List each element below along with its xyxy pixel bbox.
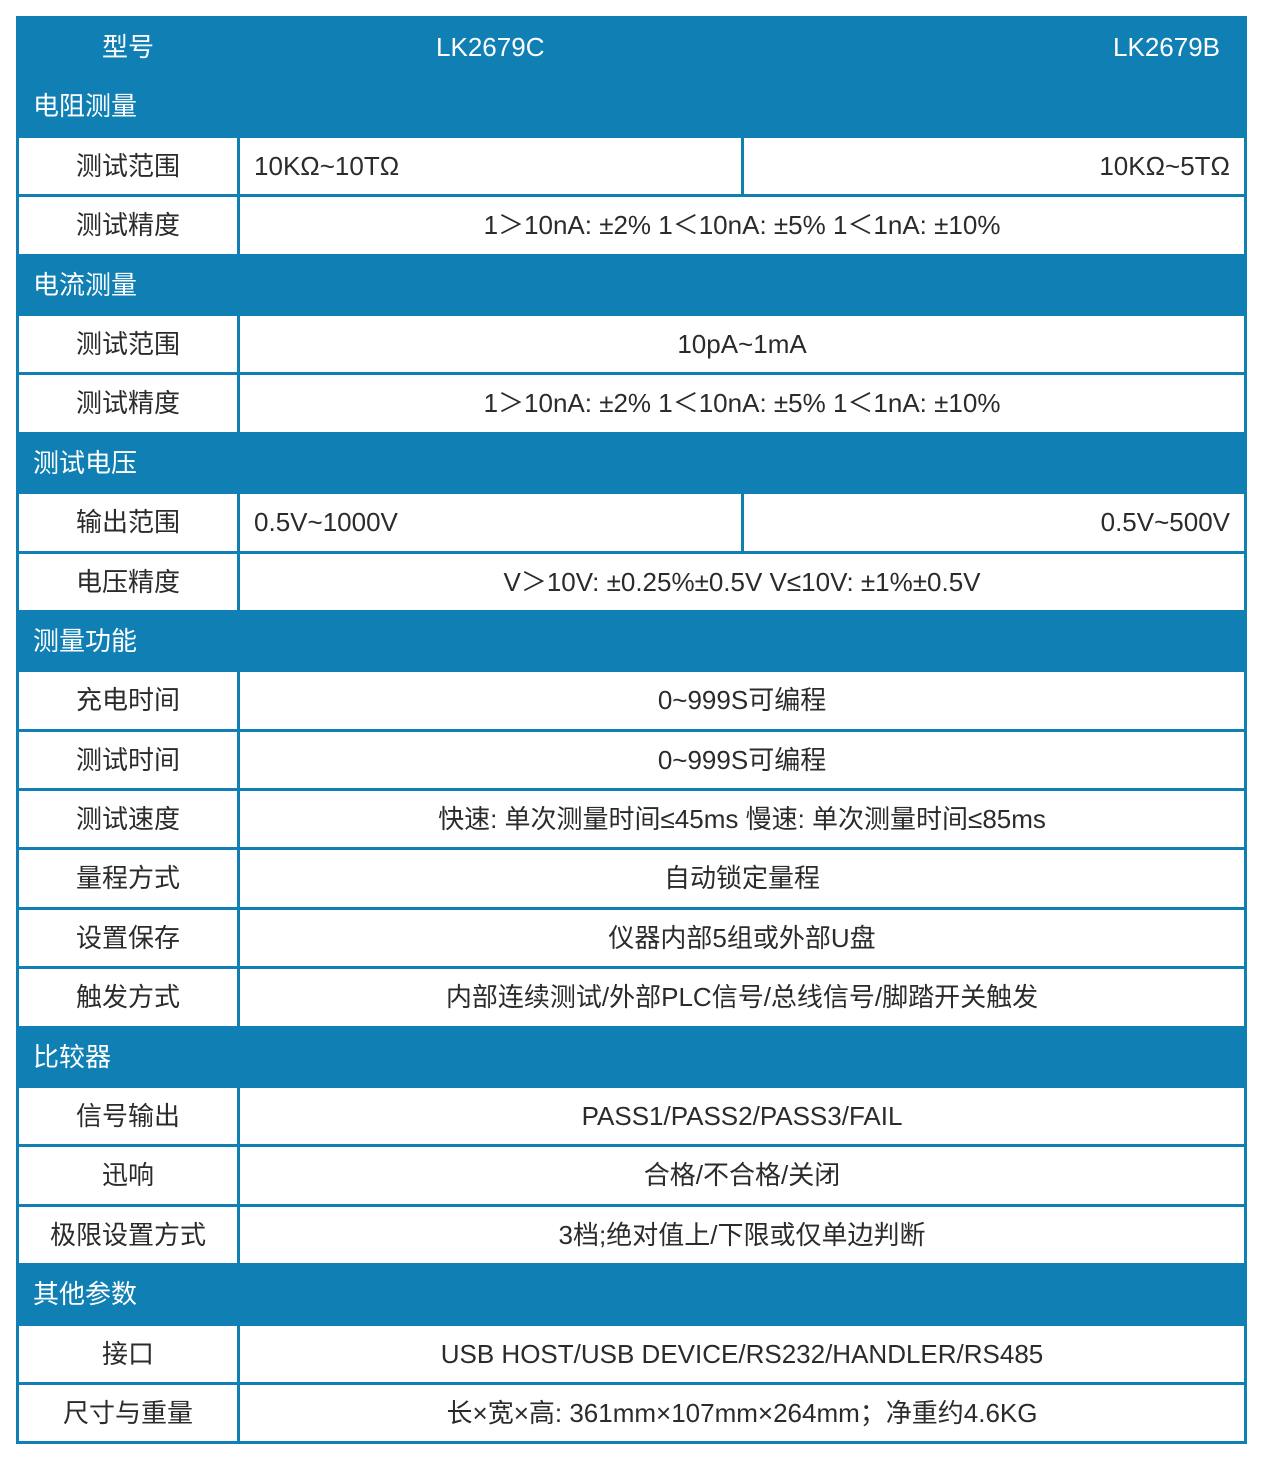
data-row: 充电时间0~999S可编程 [18, 671, 1246, 730]
data-row: 尺寸与重量长×宽×高: 361mm×107mm×264mm；净重约4.6KG [18, 1383, 1246, 1442]
row-value: 快速: 单次测量时间≤45ms 慢速: 单次测量时间≤85ms [239, 790, 1246, 849]
row-label: 尺寸与重量 [18, 1383, 239, 1442]
row-value-b: 0.5V~500V [742, 493, 1246, 552]
row-value: 1＞10nA: ±2% 1＜10nA: ±5% 1＜1nA: ±10% [239, 374, 1246, 433]
data-row: 电压精度V＞10V: ±0.25%±0.5V V≤10V: ±1%±0.5V [18, 552, 1246, 611]
row-label: 触发方式 [18, 968, 239, 1027]
header-model-c: LK2679C [239, 18, 742, 77]
section-row: 比较器 [18, 1027, 1246, 1086]
data-row: 极限设置方式3档;绝对值上/下限或仅单边判断 [18, 1205, 1246, 1264]
data-row: 接口USB HOST/USB DEVICE/RS232/HANDLER/RS48… [18, 1324, 1246, 1383]
data-row: 输出范围0.5V~1000V0.5V~500V [18, 493, 1246, 552]
data-row: 测试速度快速: 单次测量时间≤45ms 慢速: 单次测量时间≤85ms [18, 790, 1246, 849]
row-label: 测试速度 [18, 790, 239, 849]
data-row: 测试时间0~999S可编程 [18, 730, 1246, 789]
section-title: 其他参数 [18, 1265, 1246, 1324]
row-value: 合格/不合格/关闭 [239, 1146, 1246, 1205]
row-label: 充电时间 [18, 671, 239, 730]
data-row: 触发方式内部连续测试/外部PLC信号/总线信号/脚踏开关触发 [18, 968, 1246, 1027]
section-title: 测试电压 [18, 433, 1246, 492]
data-row: 测试范围10pA~1mA [18, 314, 1246, 373]
data-row: 设置保存仪器内部5组或外部U盘 [18, 908, 1246, 967]
section-row: 电阻测量 [18, 77, 1246, 136]
row-label: 测试范围 [18, 136, 239, 195]
row-label: 迅响 [18, 1146, 239, 1205]
row-value: 长×宽×高: 361mm×107mm×264mm；净重约4.6KG [239, 1383, 1246, 1442]
header-model-b: LK2679B [742, 18, 1246, 77]
data-row: 迅响合格/不合格/关闭 [18, 1146, 1246, 1205]
data-row: 测试精度1＞10nA: ±2% 1＜10nA: ±5% 1＜1nA: ±10% [18, 196, 1246, 255]
section-title: 比较器 [18, 1027, 1246, 1086]
row-label: 测试范围 [18, 314, 239, 373]
spec-table: 型号LK2679CLK2679B电阻测量测试范围10KΩ~10TΩ10KΩ~5T… [16, 16, 1247, 1444]
section-title: 测量功能 [18, 611, 1246, 670]
data-row: 测试范围10KΩ~10TΩ10KΩ~5TΩ [18, 136, 1246, 195]
row-label: 测试时间 [18, 730, 239, 789]
row-label: 量程方式 [18, 849, 239, 908]
row-value: 3档;绝对值上/下限或仅单边判断 [239, 1205, 1246, 1264]
row-label: 极限设置方式 [18, 1205, 239, 1264]
row-value: 仪器内部5组或外部U盘 [239, 908, 1246, 967]
section-row: 电流测量 [18, 255, 1246, 314]
row-value: 内部连续测试/外部PLC信号/总线信号/脚踏开关触发 [239, 968, 1246, 1027]
row-label: 测试精度 [18, 196, 239, 255]
row-label: 电压精度 [18, 552, 239, 611]
data-row: 量程方式自动锁定量程 [18, 849, 1246, 908]
row-label: 输出范围 [18, 493, 239, 552]
row-value-c: 10KΩ~10TΩ [239, 136, 742, 195]
section-title: 电阻测量 [18, 77, 1246, 136]
row-value: 1＞10nA: ±2% 1＜10nA: ±5% 1＜1nA: ±10% [239, 196, 1246, 255]
section-row: 其他参数 [18, 1265, 1246, 1324]
data-row: 信号输出PASS1/PASS2/PASS3/FAIL [18, 1087, 1246, 1146]
row-value: 0~999S可编程 [239, 671, 1246, 730]
row-label: 测试精度 [18, 374, 239, 433]
data-row: 测试精度1＞10nA: ±2% 1＜10nA: ±5% 1＜1nA: ±10% [18, 374, 1246, 433]
row-value: 10pA~1mA [239, 314, 1246, 373]
header-row: 型号LK2679CLK2679B [18, 18, 1246, 77]
header-model-label: 型号 [18, 18, 239, 77]
section-row: 测试电压 [18, 433, 1246, 492]
section-row: 测量功能 [18, 611, 1246, 670]
row-value: USB HOST/USB DEVICE/RS232/HANDLER/RS485 [239, 1324, 1246, 1383]
row-value: 0~999S可编程 [239, 730, 1246, 789]
row-value-b: 10KΩ~5TΩ [742, 136, 1246, 195]
row-label: 设置保存 [18, 908, 239, 967]
row-label: 接口 [18, 1324, 239, 1383]
row-value: PASS1/PASS2/PASS3/FAIL [239, 1087, 1246, 1146]
section-title: 电流测量 [18, 255, 1246, 314]
row-value: V＞10V: ±0.25%±0.5V V≤10V: ±1%±0.5V [239, 552, 1246, 611]
row-value: 自动锁定量程 [239, 849, 1246, 908]
row-value-c: 0.5V~1000V [239, 493, 742, 552]
row-label: 信号输出 [18, 1087, 239, 1146]
